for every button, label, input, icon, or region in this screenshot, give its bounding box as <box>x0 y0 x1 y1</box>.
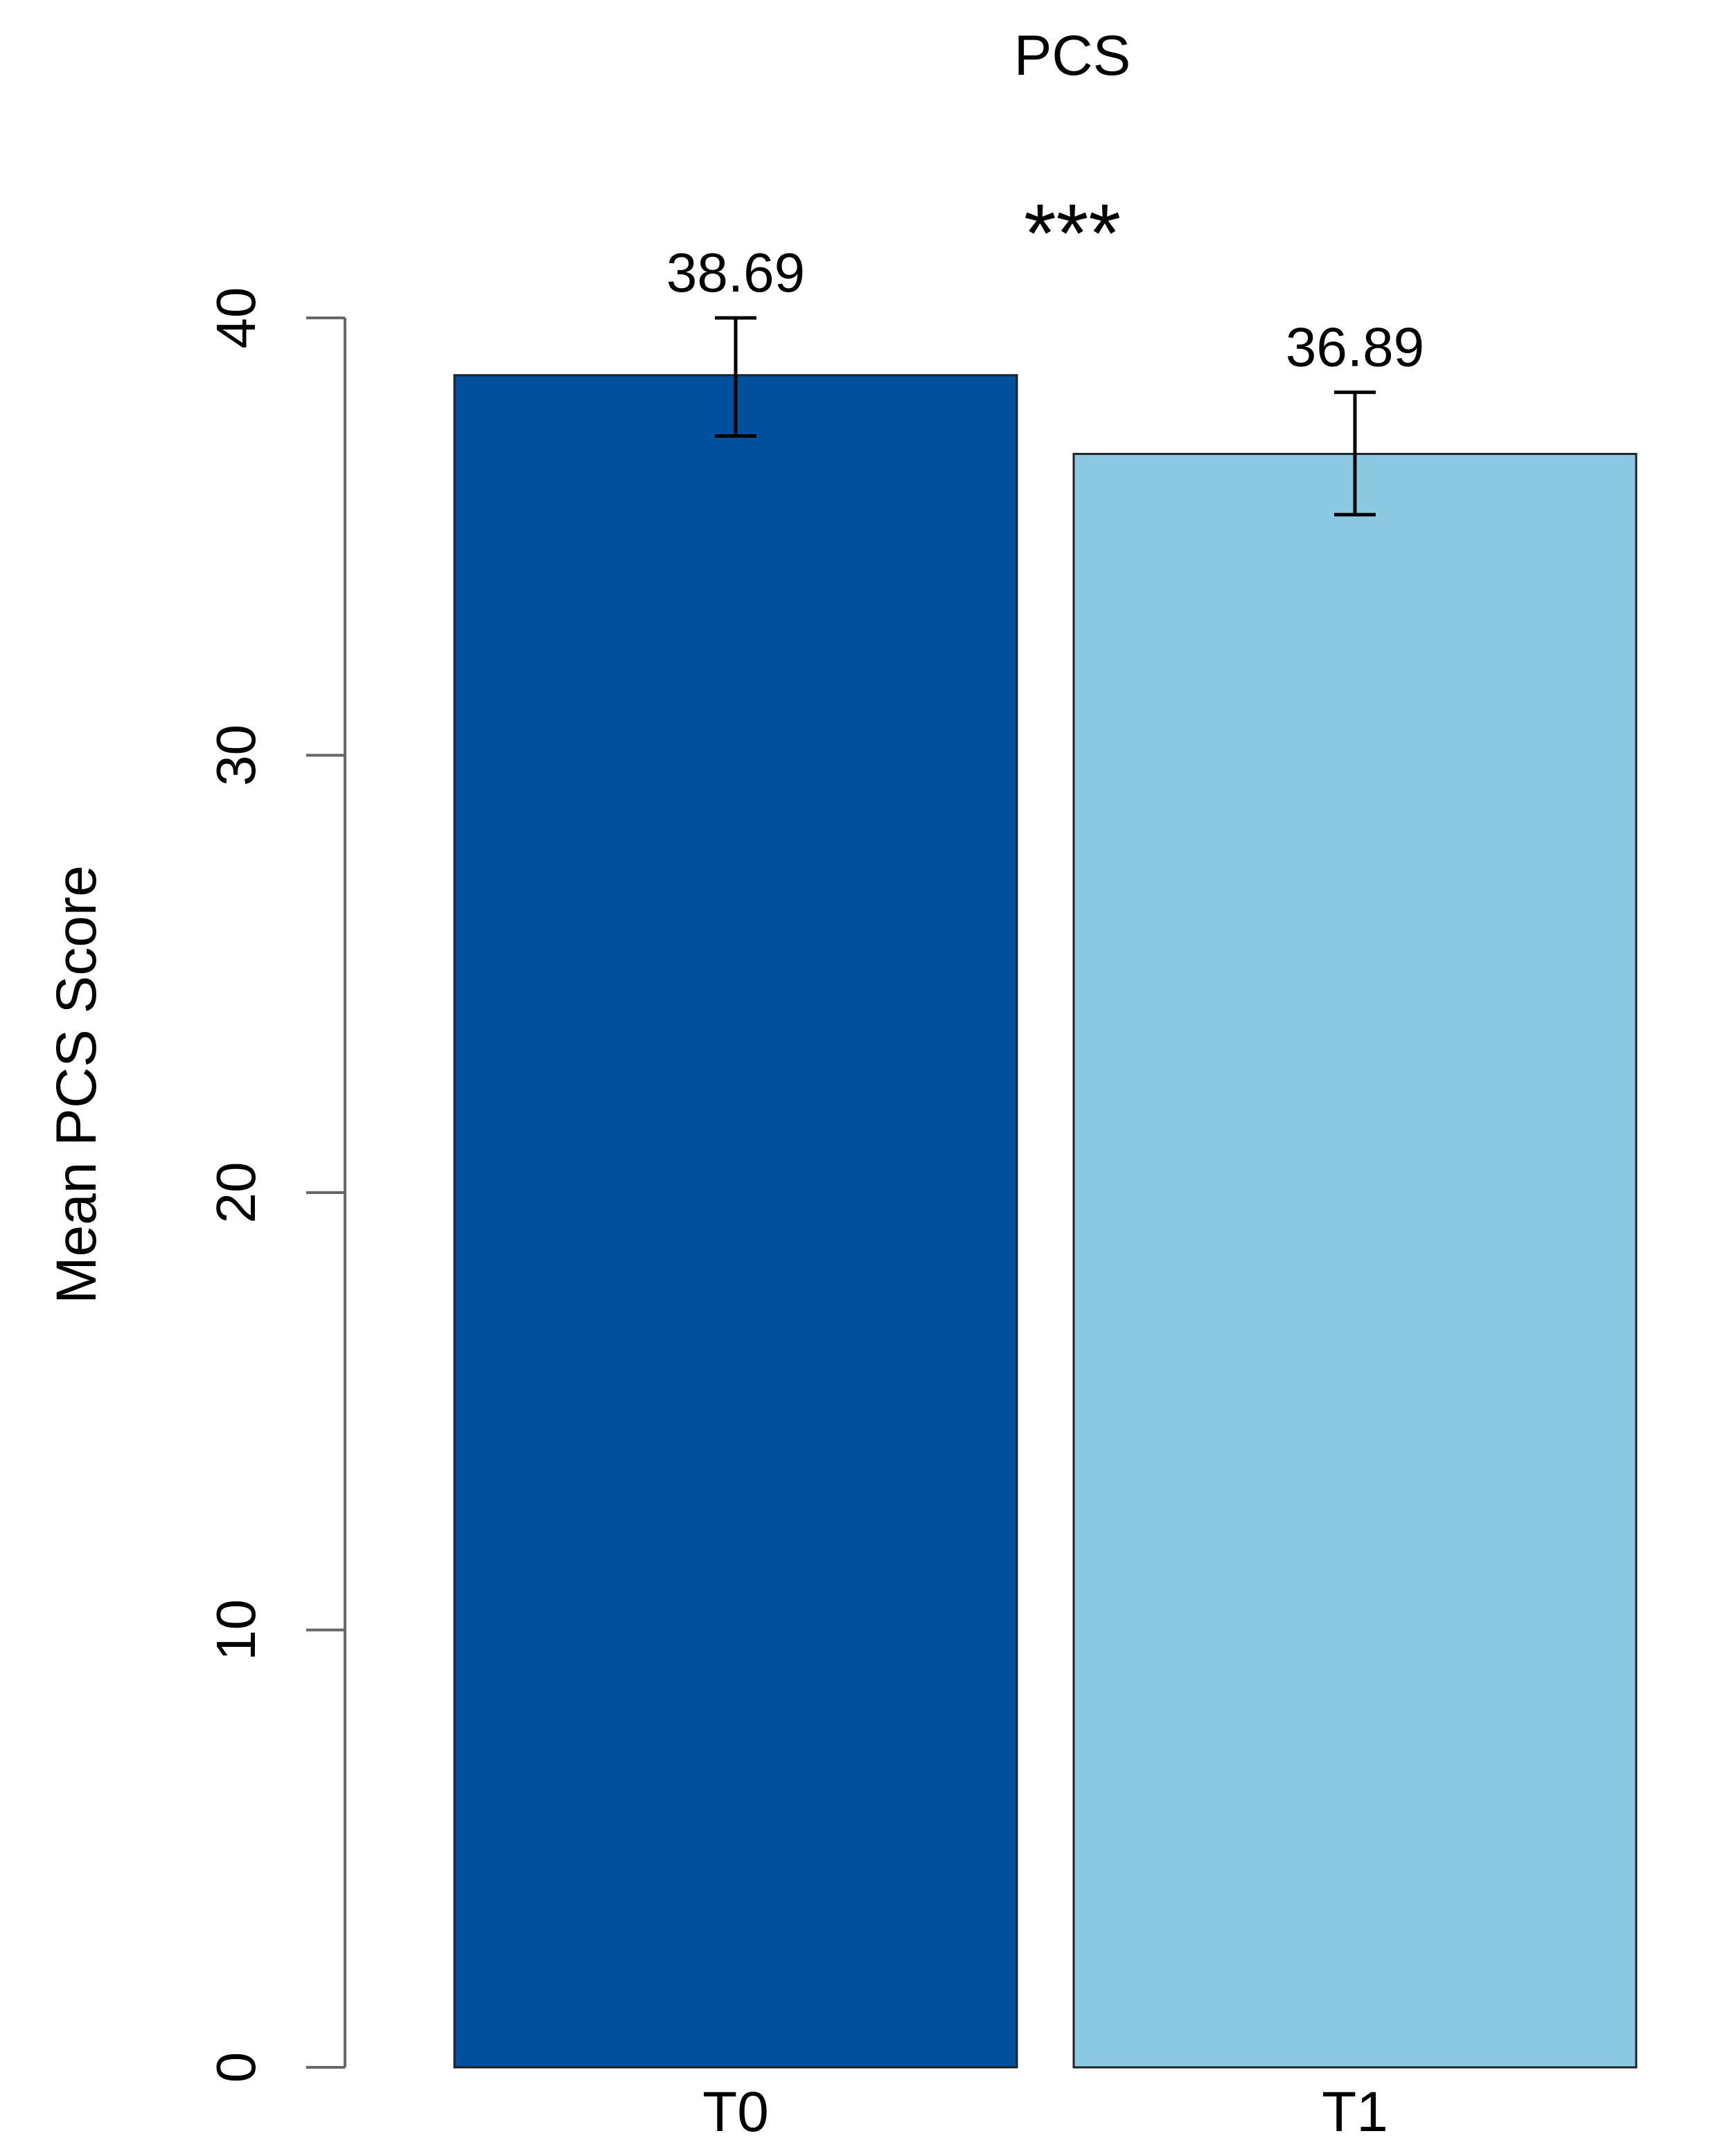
y-axis-label: Mean PCS Score <box>45 865 108 1304</box>
bar-t0 <box>453 374 1018 2069</box>
y-tick-label: 40 <box>205 287 267 349</box>
x-tick-label: T1 <box>1322 2081 1388 2144</box>
bars: 38.69 T0 36.89 T1 <box>453 242 1638 2144</box>
y-tick-label: 10 <box>205 1599 267 1661</box>
chart-title: PCS <box>1014 24 1131 87</box>
value-label: 36.89 <box>1286 316 1424 377</box>
y-tick-label: 30 <box>205 724 267 786</box>
y-axis: 0 10 20 30 40 <box>205 287 346 2083</box>
significance-marker: *** <box>1024 187 1121 280</box>
x-tick-label: T0 <box>702 2081 769 2144</box>
value-label: 38.69 <box>666 242 805 303</box>
bar-t1 <box>1072 452 1638 2069</box>
y-tick-label: 0 <box>205 2052 267 2083</box>
y-tick-label: 20 <box>205 1162 267 1224</box>
